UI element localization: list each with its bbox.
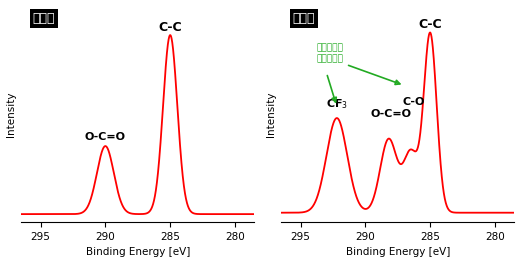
Text: 修飾前: 修飾前 [33, 12, 55, 25]
Text: O-C=O: O-C=O [371, 109, 412, 119]
Y-axis label: Intensity: Intensity [266, 91, 276, 136]
Text: O-C=O: O-C=O [85, 132, 126, 141]
Y-axis label: Intensity: Intensity [6, 91, 16, 136]
X-axis label: Binding Energy [eV]: Binding Energy [eV] [86, 247, 190, 257]
Text: C-C: C-C [159, 21, 182, 34]
Text: C-C: C-C [419, 18, 442, 31]
X-axis label: Binding Energy [eV]: Binding Energy [eV] [346, 247, 450, 257]
Text: 化学修飾に
よって出現: 化学修飾に よって出現 [316, 43, 343, 63]
Text: C-O: C-O [402, 97, 424, 107]
Text: CF$_3$: CF$_3$ [326, 97, 348, 111]
Text: 修飾後: 修飾後 [293, 12, 315, 25]
